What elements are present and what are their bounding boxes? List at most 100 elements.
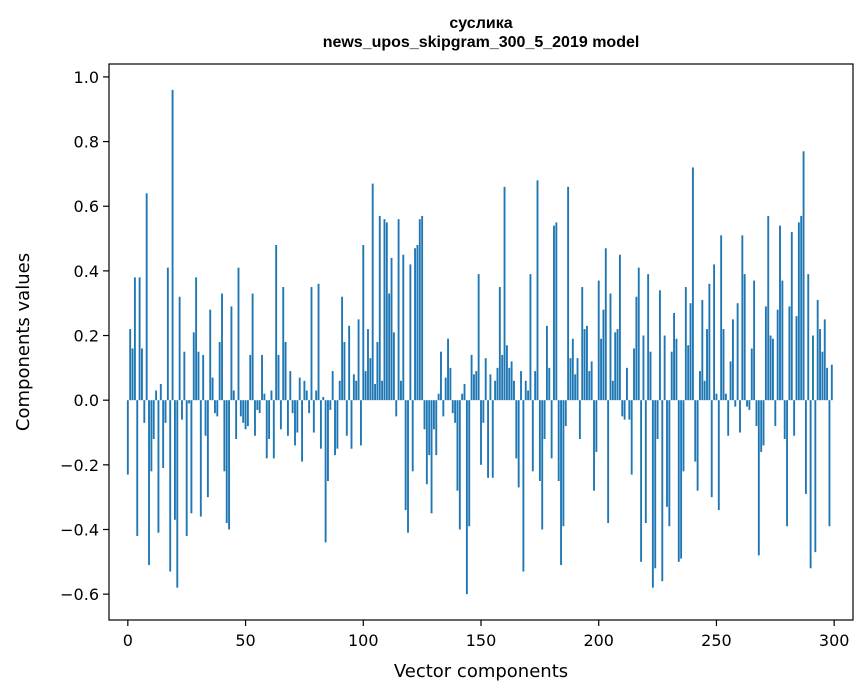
bar bbox=[239, 400, 242, 417]
bar bbox=[769, 335, 772, 401]
bar bbox=[206, 400, 209, 498]
bar bbox=[753, 280, 756, 401]
bar bbox=[275, 245, 278, 401]
bar bbox=[409, 264, 412, 401]
bar bbox=[421, 215, 424, 401]
bar bbox=[317, 283, 320, 401]
bar bbox=[642, 335, 645, 401]
bar bbox=[828, 400, 831, 527]
bar bbox=[734, 400, 737, 407]
bar bbox=[755, 400, 758, 427]
bar bbox=[713, 264, 716, 401]
bar bbox=[359, 400, 362, 446]
bar bbox=[458, 400, 461, 530]
bar bbox=[762, 400, 765, 446]
bar bbox=[675, 338, 678, 401]
bar bbox=[390, 257, 393, 401]
bar bbox=[793, 400, 796, 436]
bar bbox=[331, 371, 334, 401]
bar bbox=[197, 351, 200, 401]
bar bbox=[235, 400, 238, 439]
bar bbox=[682, 400, 685, 472]
bar bbox=[628, 400, 631, 420]
y-tick-label: −0.6 bbox=[60, 585, 99, 604]
bar bbox=[600, 338, 603, 401]
y-axis-label: Components values bbox=[13, 253, 34, 431]
bar bbox=[637, 267, 640, 401]
bar bbox=[225, 400, 228, 524]
bar bbox=[407, 400, 409, 533]
bar bbox=[414, 248, 417, 401]
bar bbox=[630, 400, 633, 475]
bar bbox=[211, 377, 214, 401]
bar bbox=[543, 400, 546, 439]
bar bbox=[251, 293, 254, 401]
bar bbox=[487, 400, 489, 478]
bar bbox=[764, 306, 767, 401]
bar bbox=[623, 400, 626, 420]
bar bbox=[308, 400, 311, 414]
bar bbox=[611, 380, 614, 401]
bar bbox=[668, 400, 671, 527]
bar bbox=[447, 338, 449, 401]
bar bbox=[244, 400, 247, 430]
bar bbox=[604, 248, 607, 401]
bar bbox=[541, 400, 544, 530]
bar bbox=[242, 400, 245, 423]
bar bbox=[178, 296, 181, 401]
bar bbox=[176, 400, 179, 588]
bar bbox=[574, 374, 577, 401]
bar bbox=[345, 400, 348, 436]
bar bbox=[374, 384, 376, 401]
bar bbox=[724, 393, 727, 401]
bar bbox=[214, 400, 216, 414]
bar bbox=[126, 400, 129, 475]
bar bbox=[310, 287, 313, 401]
bar bbox=[548, 367, 551, 401]
bar bbox=[649, 351, 652, 401]
bar bbox=[188, 400, 190, 404]
bar bbox=[804, 400, 807, 494]
bar bbox=[468, 400, 471, 527]
bar bbox=[256, 400, 259, 410]
bar bbox=[385, 222, 388, 401]
chart-title-line: news_upos_skipgram_300_5_2019 model bbox=[323, 34, 640, 51]
bar bbox=[814, 400, 817, 553]
bar bbox=[376, 342, 379, 401]
bar bbox=[270, 390, 273, 401]
bar bbox=[802, 151, 805, 401]
x-axis-label: Vector components bbox=[394, 661, 568, 682]
bar bbox=[435, 400, 438, 456]
bar bbox=[607, 400, 610, 524]
bar bbox=[336, 400, 339, 449]
bar bbox=[656, 400, 659, 439]
bar bbox=[772, 338, 774, 401]
bar bbox=[472, 374, 475, 401]
bar bbox=[152, 400, 155, 439]
chart-title: суслика news_upos_skipgram_300_5_2019 mod… bbox=[323, 15, 640, 51]
bar bbox=[545, 325, 548, 401]
bars-group bbox=[126, 89, 833, 595]
bar bbox=[644, 400, 647, 524]
bar bbox=[515, 400, 518, 459]
bar bbox=[522, 400, 525, 572]
bar bbox=[819, 329, 821, 401]
bar bbox=[717, 400, 720, 511]
bar bbox=[263, 393, 266, 401]
bar bbox=[143, 400, 146, 423]
bar bbox=[626, 367, 628, 401]
bar bbox=[616, 329, 619, 401]
bar bbox=[484, 358, 487, 401]
x-tick-label: 250 bbox=[701, 631, 732, 650]
bar bbox=[327, 400, 329, 481]
bar bbox=[145, 193, 148, 401]
bar bbox=[279, 400, 282, 430]
bar bbox=[463, 384, 466, 401]
x-tick-label: 150 bbox=[466, 631, 497, 650]
bar bbox=[597, 280, 600, 401]
bar bbox=[494, 380, 497, 401]
bar bbox=[173, 400, 176, 520]
bar bbox=[454, 400, 457, 423]
bar bbox=[795, 316, 798, 401]
